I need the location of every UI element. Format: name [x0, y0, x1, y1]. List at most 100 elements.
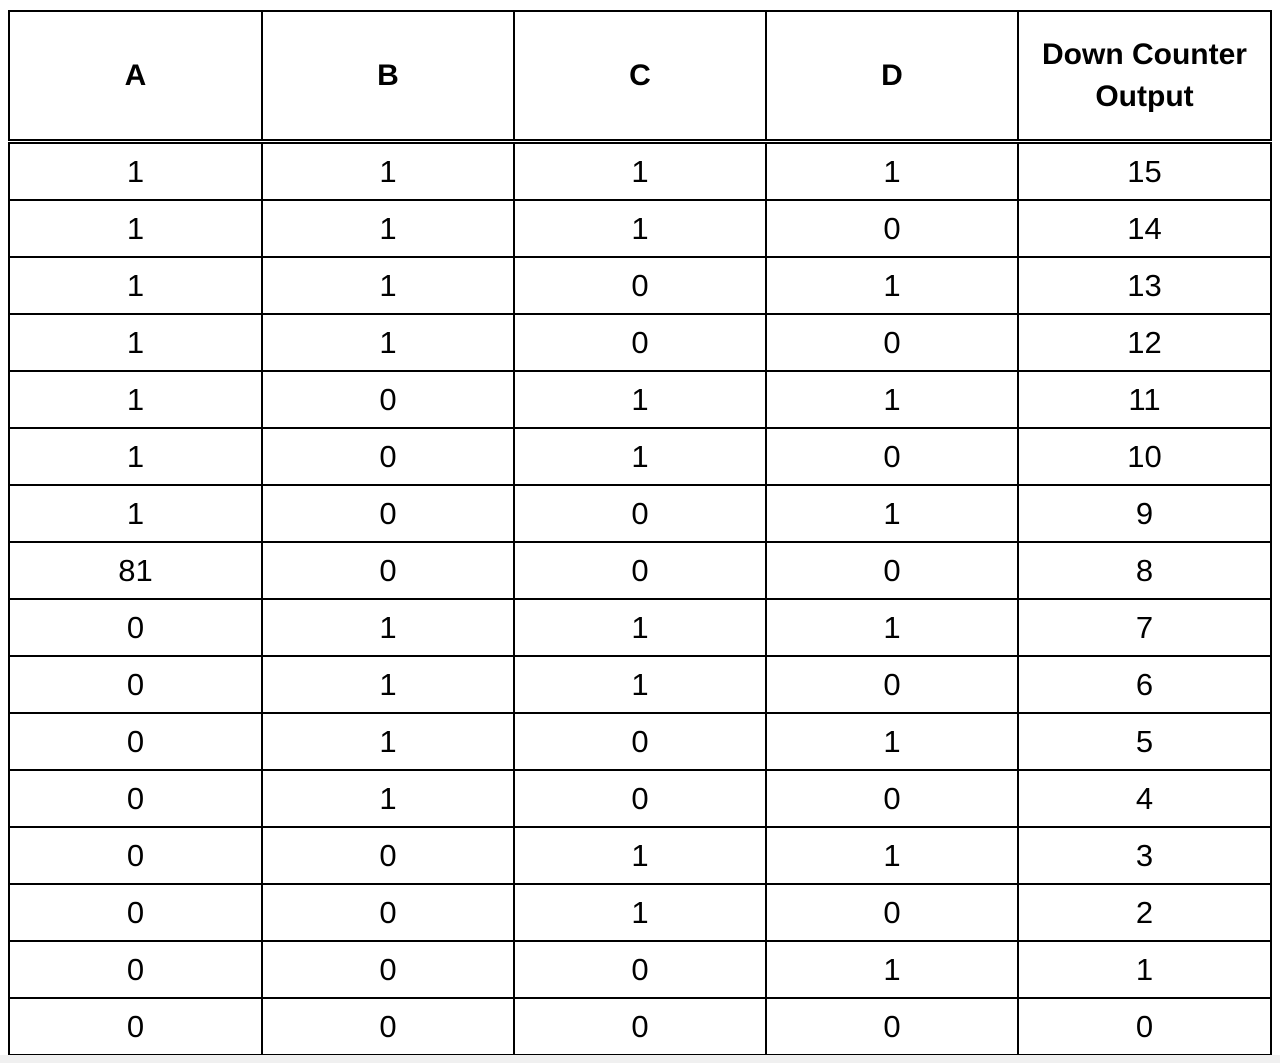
table-cell-b: 1	[261, 712, 515, 771]
table-cell-b: 1	[261, 598, 515, 657]
table-cell-c: 0	[513, 997, 767, 1056]
table-cell-a: 1	[8, 256, 263, 315]
table-cell-d: 1	[765, 598, 1019, 657]
table-cell-d: 0	[765, 313, 1019, 372]
table-cell-output: 0	[1017, 997, 1272, 1056]
table-row: 1 0 1 1 11	[8, 370, 1272, 429]
table-cell-b: 0	[261, 997, 515, 1056]
table-cell-c: 1	[513, 140, 767, 201]
table-cell-d: 1	[765, 940, 1019, 999]
table-cell-d: 0	[765, 199, 1019, 258]
table-cell-d: 0	[765, 883, 1019, 942]
table-cell-d: 1	[765, 484, 1019, 543]
table-cell-b: 1	[261, 313, 515, 372]
table-cell-c: 1	[513, 826, 767, 885]
table-cell-b: 0	[261, 541, 515, 600]
table-cell-b: 0	[261, 484, 515, 543]
table-cell-b: 0	[261, 427, 515, 486]
table-row: 1 1 1 1 15	[8, 140, 1272, 201]
table-cell-d: 0	[765, 427, 1019, 486]
table-cell-c: 1	[513, 199, 767, 258]
header-cell-c: C	[513, 10, 767, 144]
table-cell-d: 1	[765, 826, 1019, 885]
table-row: 1 1 0 1 13	[8, 256, 1272, 315]
table-cell-c: 0	[513, 940, 767, 999]
table-cell-a: 1	[8, 199, 263, 258]
table-cell-c: 1	[513, 655, 767, 714]
table-cell-a: 0	[8, 655, 263, 714]
table-cell-output: 12	[1017, 313, 1272, 372]
table-cell-output: 2	[1017, 883, 1272, 942]
table-cell-b: 1	[261, 140, 515, 201]
table-row: 1 1 0 0 12	[8, 313, 1272, 372]
table-cell-output: 10	[1017, 427, 1272, 486]
table-cell-b: 0	[261, 826, 515, 885]
table-cell-d: 1	[765, 712, 1019, 771]
table-cell-a: 1	[8, 140, 263, 201]
table-cell-b: 1	[261, 655, 515, 714]
table-cell-b: 1	[261, 769, 515, 828]
table-cell-d: 0	[765, 655, 1019, 714]
table-cell-output: 1	[1017, 940, 1272, 999]
table-cell-c: 0	[513, 313, 767, 372]
table-row: 1 1 1 0 14	[8, 199, 1272, 258]
table-cell-a: 0	[8, 997, 263, 1056]
table-cell-output: 15	[1017, 140, 1272, 201]
down-counter-truth-table: A B C D Down Counter Output 1 1 1 1 15 1 1 1 0 14…	[8, 10, 1272, 1056]
header-cell-output: Down Counter Output	[1017, 10, 1272, 144]
table-cell-output: 9	[1017, 484, 1272, 543]
table-cell-a: 0	[8, 826, 263, 885]
table-cell-a: 81	[8, 541, 263, 600]
table-header-row: A B C D Down Counter Output	[8, 10, 1272, 144]
header-cell-a: A	[8, 10, 263, 144]
table-row: 81 0 0 0 8	[8, 541, 1272, 600]
table-cell-output: 6	[1017, 655, 1272, 714]
table-cell-c: 0	[513, 256, 767, 315]
table-cell-output: 4	[1017, 769, 1272, 828]
table-cell-a: 0	[8, 940, 263, 999]
table-cell-a: 0	[8, 598, 263, 657]
table-cell-d: 1	[765, 140, 1019, 201]
page-bottom-edge	[0, 1055, 1280, 1063]
table-cell-a: 1	[8, 427, 263, 486]
table-cell-output: 5	[1017, 712, 1272, 771]
table-cell-a: 0	[8, 883, 263, 942]
table-cell-c: 1	[513, 427, 767, 486]
table-cell-output: 13	[1017, 256, 1272, 315]
table-cell-d: 0	[765, 769, 1019, 828]
table-cell-d: 1	[765, 370, 1019, 429]
table-cell-c: 1	[513, 598, 767, 657]
table-cell-output: 7	[1017, 598, 1272, 657]
table-cell-c: 0	[513, 712, 767, 771]
table-cell-a: 1	[8, 484, 263, 543]
header-cell-d: D	[765, 10, 1019, 144]
table-cell-a: 1	[8, 313, 263, 372]
table-cell-b: 0	[261, 370, 515, 429]
table-cell-d: 1	[765, 256, 1019, 315]
table-cell-c: 1	[513, 370, 767, 429]
table-cell-b: 1	[261, 256, 515, 315]
table-cell-a: 0	[8, 769, 263, 828]
table-cell-output: 14	[1017, 199, 1272, 258]
table-cell-b: 0	[261, 883, 515, 942]
table-row: 1 0 1 0 10	[8, 427, 1272, 486]
table-cell-d: 0	[765, 997, 1019, 1056]
table-cell-c: 1	[513, 883, 767, 942]
table-cell-output: 11	[1017, 370, 1272, 429]
table-cell-a: 1	[8, 370, 263, 429]
table-cell-output: 8	[1017, 541, 1272, 600]
table-cell-c: 0	[513, 541, 767, 600]
table-cell-b: 0	[261, 940, 515, 999]
table-cell-a: 0	[8, 712, 263, 771]
table-cell-d: 0	[765, 541, 1019, 600]
table-cell-output: 3	[1017, 826, 1272, 885]
